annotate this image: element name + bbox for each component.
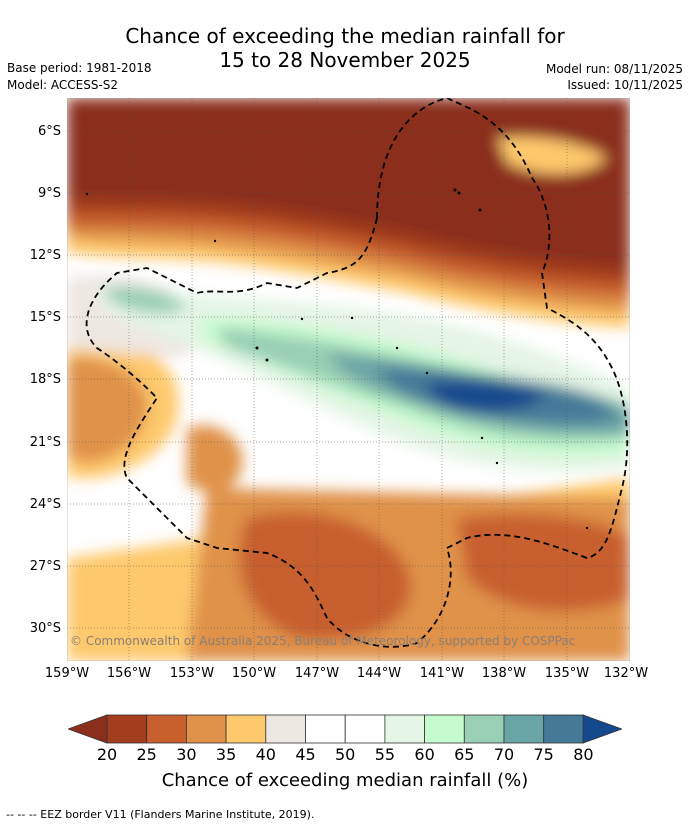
colorbar-cell bbox=[384, 714, 425, 744]
colorbar-label: 25 bbox=[136, 745, 157, 764]
lat-label: 21°S bbox=[29, 435, 61, 450]
lon-label: 150°W bbox=[231, 666, 277, 681]
lat-label: 18°S bbox=[29, 372, 61, 387]
issued-date: Issued: 10/11/2025 bbox=[567, 78, 683, 92]
colorbar-label: 40 bbox=[255, 745, 276, 764]
colorbar-cell bbox=[503, 714, 545, 744]
model-name: Model: ACCESS-S2 bbox=[7, 78, 119, 92]
islands bbox=[85, 188, 589, 530]
colorbar-cell bbox=[543, 714, 584, 744]
colorbar-cell bbox=[106, 714, 148, 744]
colorbar-low-arrow bbox=[68, 714, 108, 744]
colorbar-label: 45 bbox=[295, 745, 316, 764]
lon-label: 159°W bbox=[44, 666, 90, 681]
lon-label: 156°W bbox=[106, 666, 152, 681]
lon-label: 153°W bbox=[169, 666, 215, 681]
lon-label: 138°W bbox=[481, 666, 527, 681]
colorbar-label: 55 bbox=[374, 745, 396, 764]
colorbar-label: 70 bbox=[493, 745, 515, 764]
colorbar-label: 30 bbox=[176, 745, 197, 764]
title-line-2: 15 to 28 November 2025 bbox=[219, 48, 471, 72]
base-period: Base period: 1981-2018 bbox=[7, 61, 152, 75]
colorbar-cell bbox=[424, 714, 465, 744]
title-line-1: Chance of exceeding the median rainfall … bbox=[125, 24, 565, 48]
graticule bbox=[67, 98, 630, 661]
colorbar-label: 20 bbox=[96, 745, 118, 764]
eez-legend: -- -- -- EEZ border V11 (Flanders Marine… bbox=[6, 808, 315, 821]
colorbar-cell bbox=[186, 714, 227, 744]
lat-label: 27°S bbox=[29, 559, 61, 574]
lat-label: 9°S bbox=[37, 186, 61, 201]
lat-label: 24°S bbox=[29, 497, 61, 512]
lon-label: 144°W bbox=[356, 666, 402, 681]
lat-label: 30°S bbox=[29, 621, 61, 636]
colorbar bbox=[68, 714, 622, 744]
colorbar-label: 60 bbox=[414, 745, 435, 764]
lat-label: 12°S bbox=[29, 248, 61, 263]
colorbar-label: 50 bbox=[335, 745, 356, 764]
colorbar-high-arrow bbox=[582, 714, 622, 744]
colorbar-cell bbox=[225, 714, 267, 744]
colorbar-cell bbox=[265, 714, 306, 744]
model-run: Model run: 08/11/2025 bbox=[545, 62, 683, 76]
colorbar-label: 35 bbox=[215, 745, 237, 764]
colorbar-cell bbox=[305, 714, 346, 744]
colorbar-cell bbox=[463, 714, 505, 744]
colorbar-label: 75 bbox=[533, 745, 554, 764]
colorbar-cell bbox=[146, 714, 187, 744]
probability-field bbox=[67, 98, 630, 661]
eez-border bbox=[85, 98, 629, 648]
rainfall-map bbox=[67, 98, 630, 661]
colorbar-label: 80 bbox=[573, 745, 594, 764]
lon-label: 132°W bbox=[603, 666, 649, 681]
lat-label: 6°S bbox=[37, 124, 61, 139]
colorbar-cell bbox=[344, 714, 386, 744]
lon-label: 147°W bbox=[294, 666, 340, 681]
colorbar-label: 65 bbox=[454, 745, 475, 764]
lon-label: 141°W bbox=[419, 666, 465, 681]
lat-label: 15°S bbox=[29, 310, 61, 325]
copyright-notice: © Commonwealth of Australia 2025, Bureau… bbox=[70, 634, 576, 648]
lon-label: 135°W bbox=[544, 666, 590, 681]
colorbar-title: Chance of exceeding median rainfall (%) bbox=[161, 770, 529, 791]
